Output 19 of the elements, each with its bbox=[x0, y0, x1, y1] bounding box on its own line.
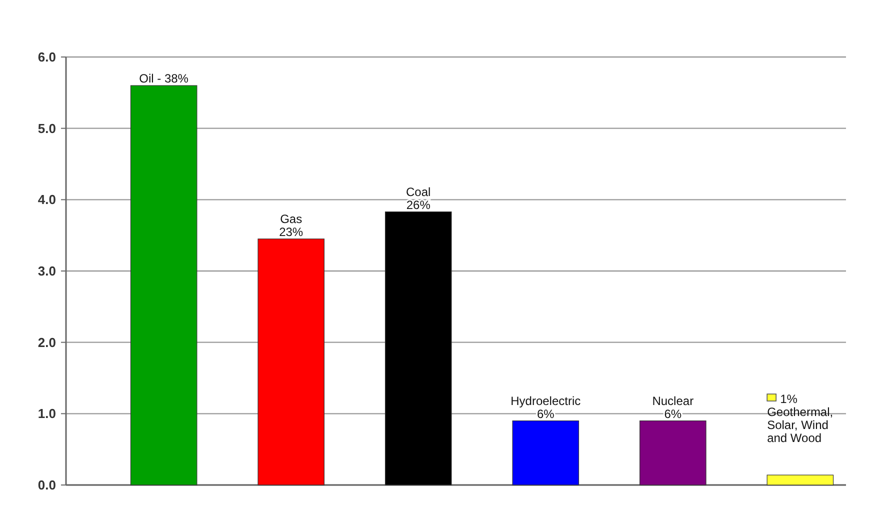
bar bbox=[258, 238, 324, 486]
bar bbox=[384, 211, 452, 486]
bar bbox=[766, 474, 834, 486]
annotation: Coal 26% bbox=[406, 184, 431, 212]
y-tick-label: 2.0 bbox=[38, 334, 56, 350]
y-tick-label: 5.0 bbox=[38, 120, 56, 136]
y-tick-label: 6.0 bbox=[38, 50, 56, 65]
bar bbox=[640, 420, 706, 486]
y-tick-label: 0.0 bbox=[38, 478, 56, 493]
y-tick-label: 1.0 bbox=[38, 406, 56, 422]
annotation: Hydroelectric 6% bbox=[510, 394, 581, 421]
annotation: Oil - 38% bbox=[139, 72, 189, 86]
y-tick-label: 3.0 bbox=[38, 264, 56, 279]
annotation: Nuclear 6% bbox=[652, 394, 694, 421]
bar bbox=[512, 420, 580, 486]
bar bbox=[130, 85, 198, 486]
annotation: Gas 23% bbox=[279, 212, 304, 239]
annotation: 1% Geothermal, Solar, Wind and Wood bbox=[767, 392, 834, 446]
y-tick-label: 4.0 bbox=[38, 192, 56, 208]
